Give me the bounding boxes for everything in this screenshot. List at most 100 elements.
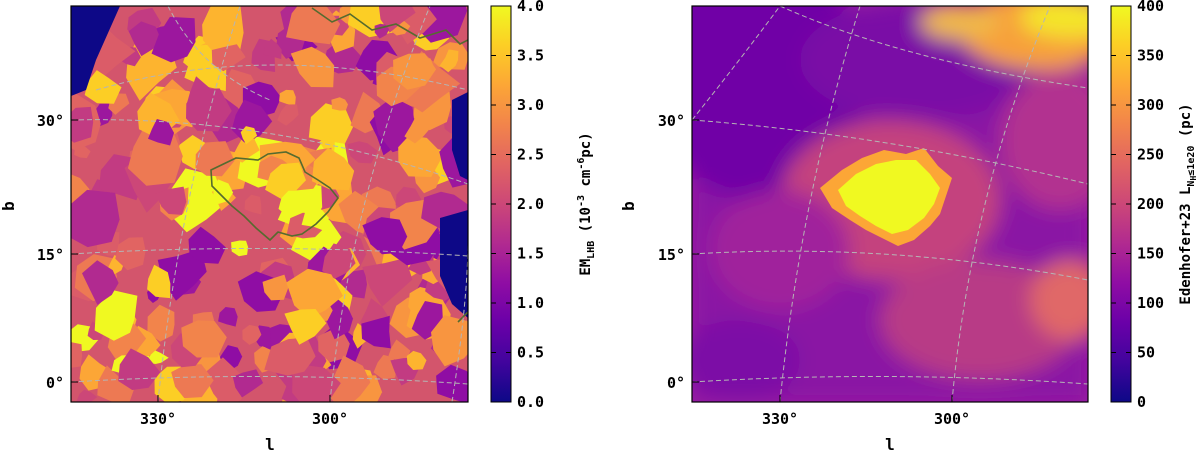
heatmap-patch <box>264 337 316 376</box>
heatmap-patch <box>118 348 161 390</box>
right-axes-frame <box>691 5 1089 403</box>
right-ytick-0: 0° <box>667 374 685 392</box>
colorbar-tick-label: 100 <box>1137 294 1164 312</box>
colorbar-tick-label: 3.0 <box>517 96 544 114</box>
heatmap-patch <box>232 138 260 163</box>
heatmap-patch <box>286 268 343 319</box>
colorbar-tick-label: 250 <box>1137 146 1164 164</box>
colorbar-tick-label: 4.0 <box>517 0 544 15</box>
left-contour-top <box>311 7 468 45</box>
right-y-ticks: 30° 15° 0° <box>658 112 699 392</box>
heatmap-patch <box>82 260 119 305</box>
colorbar-tick-label: 2.5 <box>517 146 544 164</box>
right-ytick-30: 30° <box>658 112 685 130</box>
left-ylabel: b <box>0 201 18 211</box>
heatmap-patch <box>398 135 444 177</box>
heatmap-patch <box>439 49 459 73</box>
right-xtick-330: 330° <box>762 410 798 428</box>
colorbar-tick-label: 400 <box>1137 0 1164 15</box>
left-y-ticks: 30° 15° 0° <box>37 112 78 392</box>
left-xlabel: l <box>265 435 275 454</box>
colorbar-tick-label: 0 <box>1137 393 1146 411</box>
right-ytick-15: 15° <box>658 246 685 264</box>
heatmap-patch <box>292 365 341 402</box>
heatmap-patch <box>148 119 174 146</box>
colorbar-tick-label: 1.5 <box>517 245 544 263</box>
left-mask-right-top <box>452 92 468 180</box>
heatmap-patch <box>218 307 238 327</box>
left-axes-frame <box>70 5 469 403</box>
colorbar-tick-label: 200 <box>1137 195 1164 213</box>
heatmap-patch <box>322 243 356 279</box>
heatmap-patch <box>362 217 408 255</box>
left-colorbar-label: EMLHB (10-3 cm-6pc) <box>576 132 597 275</box>
left-mask-right <box>440 210 468 318</box>
colorbar-tick-label: 2.0 <box>517 195 544 213</box>
right-graticule <box>692 6 1088 402</box>
left-contour-region <box>210 151 340 242</box>
heatmap-patch <box>71 342 83 368</box>
heatmap-patch <box>97 365 135 402</box>
heatmap-patch <box>262 274 289 301</box>
heatmap-patch <box>147 350 169 364</box>
left-ytick-15: 15° <box>37 246 64 264</box>
left-graticule <box>71 6 468 402</box>
right-xlabel: l <box>885 435 895 454</box>
left-heatmap <box>71 6 468 402</box>
heatmap-patch <box>436 364 468 402</box>
heatmap-patch <box>128 21 161 57</box>
heatmap-patch <box>151 16 196 63</box>
heatmap-patch <box>279 89 296 107</box>
left-contour-edge <box>457 311 468 323</box>
heatmap-patch <box>171 364 214 399</box>
heatmap-patch <box>94 290 138 341</box>
heatmap-patch <box>211 44 246 72</box>
heatmap-patch <box>155 186 187 215</box>
heatmap-patch <box>361 315 391 349</box>
left-heatmap-cells <box>71 6 468 402</box>
heatmap-patch <box>308 103 354 144</box>
left-colorbar-ticks: 0.0 0.5 1.0 1.5 2.0 2.5 3.0 3.5 4.0 <box>491 0 544 411</box>
heatmap-patch <box>318 330 350 363</box>
heatmap-patch <box>290 46 335 88</box>
right-xtick-300: 300° <box>934 410 970 428</box>
right-panel: 30° 15° 0° 330° 300° l b 0 50 100 150 200 250… <box>619 0 1198 454</box>
heatmap-patch <box>71 189 120 248</box>
colorbar-tick-label: 0.5 <box>517 344 544 362</box>
heatmap-patch <box>244 194 262 215</box>
heatmap-patch <box>188 226 226 264</box>
heatmap-patch <box>347 141 378 164</box>
heatmap-patch <box>312 147 355 191</box>
right-x-ticks: 330° 300° <box>762 395 970 428</box>
colorbar-tick-label: 150 <box>1137 245 1164 263</box>
left-ytick-30: 30° <box>37 112 64 130</box>
left-xtick-300: 300° <box>312 410 348 428</box>
left-x-ticks: 330° 300° <box>140 395 348 428</box>
heatmap-patch <box>71 106 94 143</box>
heatmap-patch <box>277 104 299 126</box>
right-colorbar: 0 50 100 150 200 250 300 350 400 Edenhofer+23 LN… <box>1110 0 1198 411</box>
heatmap-patch <box>242 324 262 345</box>
heatmap-patch <box>186 88 232 132</box>
right-blob-core <box>838 160 940 234</box>
colorbar-tick-label: 0.0 <box>517 393 544 411</box>
heatmap-patch <box>301 203 329 233</box>
left-mask-corner <box>71 6 120 96</box>
right-ylabel: b <box>619 201 638 211</box>
colorbar-tick-label: 350 <box>1137 47 1164 65</box>
heatmap-patch <box>202 6 244 58</box>
heatmap-patch <box>284 309 327 345</box>
heatmap-patch <box>374 23 390 39</box>
left-colorbar: 0.0 0.5 1.0 1.5 2.0 2.5 3.0 3.5 4.0 EMLHB (10-3 … <box>490 0 597 411</box>
right-heatmap <box>692 6 1088 402</box>
right-colorbar-ticks: 0 50 100 150 200 250 300 350 400 <box>1111 0 1164 411</box>
left-ytick-0: 0° <box>46 374 64 392</box>
heatmap-patch <box>406 350 427 370</box>
heatmap-patch <box>286 6 341 45</box>
heatmap-patch <box>115 237 146 271</box>
left-xtick-330: 330° <box>140 410 176 428</box>
heatmap-patch <box>195 141 235 177</box>
heatmap-patch <box>323 296 353 340</box>
colorbar-tick-label: 50 <box>1137 344 1155 362</box>
